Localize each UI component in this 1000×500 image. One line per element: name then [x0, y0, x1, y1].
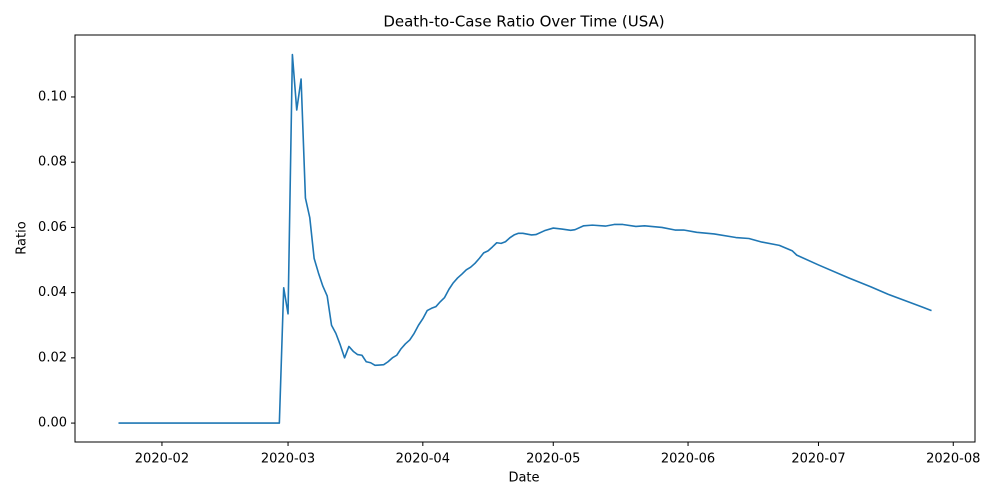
x-tick-label: 2020-04 — [396, 452, 450, 467]
y-tick-label: 0.00 — [38, 416, 67, 431]
x-tick-label: 2020-05 — [526, 452, 580, 467]
x-tick-label: 2020-03 — [261, 452, 315, 467]
data-line — [118, 53, 932, 424]
x-tick-label: 2020-06 — [661, 452, 715, 467]
x-tick-label: 2020-02 — [135, 452, 189, 467]
plot-frame — [74, 34, 976, 443]
y-tick-label: 0.06 — [38, 220, 67, 235]
y-tick-label: 0.08 — [38, 155, 67, 170]
chart-title: Death-to-Case Ratio Over Time (USA) — [383, 13, 664, 31]
y-tick-label: 0.02 — [38, 350, 67, 365]
x-tick-label: 2020-07 — [791, 452, 845, 467]
y-tick-label: 0.04 — [38, 285, 67, 300]
x-tick-label: 2020-08 — [926, 452, 980, 467]
x-axis-label: Date — [508, 471, 539, 486]
y-tick-label: 0.10 — [38, 89, 67, 104]
y-axis-label: Ratio — [15, 221, 30, 254]
